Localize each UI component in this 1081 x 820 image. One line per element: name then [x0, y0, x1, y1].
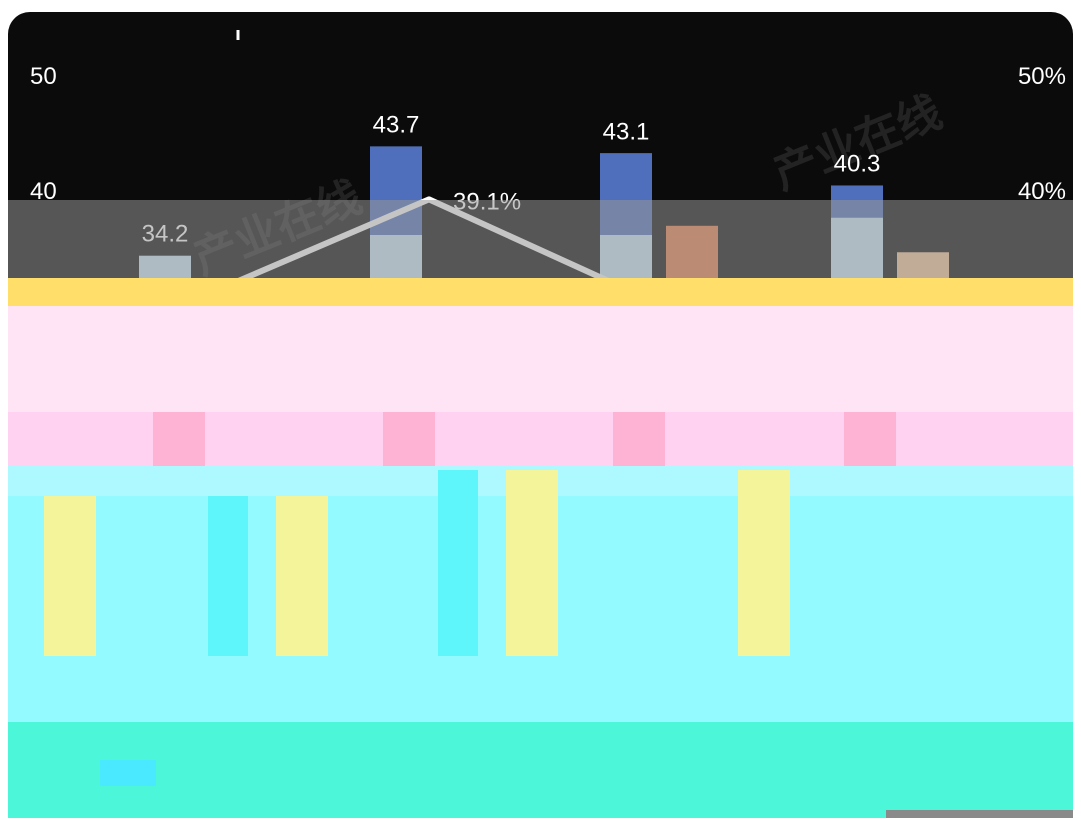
glitch-band-yellow: [8, 278, 1073, 306]
glitch-block-2: [886, 810, 1073, 818]
glitch-col-10: [844, 412, 896, 466]
glitch-band-teal: [8, 722, 1073, 818]
glitch-col-8: [383, 412, 435, 466]
glitch-col-6: [438, 470, 478, 656]
glitch-block-1: [100, 760, 156, 786]
glitch-col-1: [44, 496, 96, 656]
glitch-col-7: [153, 412, 205, 466]
bar-data-label: 43.1: [603, 118, 650, 145]
glitch-col-2: [276, 496, 328, 656]
glitch-col-4: [738, 470, 790, 656]
glitch-col-9: [613, 412, 665, 466]
left-tick-label: 50: [30, 63, 57, 90]
bar-data-label: 40.3: [834, 151, 881, 178]
glitch-band-gray: [8, 200, 1073, 278]
glitch-col-3: [506, 470, 558, 656]
right-tick-label: 50%: [1018, 63, 1066, 90]
bar-data-label: 43.7: [373, 111, 420, 138]
glitch-band-pink: [8, 306, 1073, 412]
glitch-col-5: [208, 496, 248, 656]
